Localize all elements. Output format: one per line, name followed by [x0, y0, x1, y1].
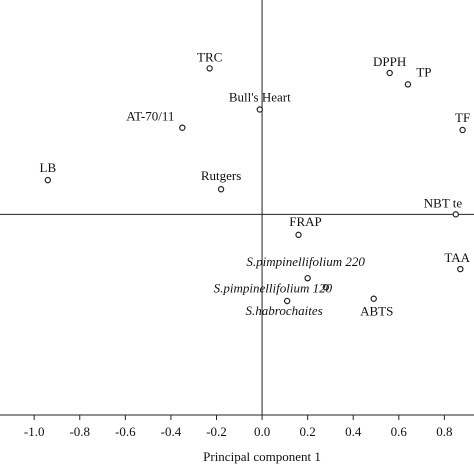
point	[370, 295, 377, 302]
x-tick-label: -0.8	[69, 424, 90, 439]
x-tick-label: 0.2	[300, 424, 316, 439]
point-label: TP	[416, 64, 431, 79]
x-tick-label: 0.6	[391, 424, 408, 439]
point-label: ABTS	[360, 304, 393, 319]
point	[452, 211, 459, 218]
point	[179, 124, 186, 131]
point-label: DPPH	[373, 54, 406, 69]
point-label: FRAP	[289, 214, 322, 229]
x-tick-label: 0.4	[345, 424, 362, 439]
point	[459, 126, 466, 134]
x-tick-label: -0.4	[161, 424, 182, 439]
point-label: AT-70/11	[126, 109, 174, 124]
point-label: TAA	[444, 250, 470, 265]
point-label: Bull's Heart	[229, 89, 291, 104]
point	[283, 297, 291, 305]
point-label: LB	[40, 160, 57, 175]
point-label: S.pimpinellifolium 120	[214, 280, 333, 295]
x-axis-label: Principal component 1	[203, 449, 321, 464]
point	[295, 231, 302, 239]
x-tick-label: 0.0	[254, 424, 270, 439]
x-tick-label: -1.0	[24, 424, 45, 439]
point	[457, 265, 464, 273]
point-label: NBT te	[424, 195, 463, 210]
x-tick-label: 0.8	[436, 424, 452, 439]
point-label: TF	[455, 110, 470, 125]
point	[206, 65, 213, 72]
point	[256, 106, 263, 113]
point-label: Rutgers	[201, 168, 241, 183]
point-label: S.pimpinellifolium 220	[246, 254, 365, 269]
point-label: TRC	[197, 49, 222, 64]
x-tick-label: -0.2	[206, 424, 227, 439]
point	[304, 274, 311, 282]
point	[44, 176, 52, 184]
point-label: S.habrochaites	[246, 303, 323, 318]
point	[404, 81, 412, 88]
point	[217, 186, 225, 193]
point	[322, 284, 330, 291]
point	[386, 69, 393, 77]
x-tick-label: -0.6	[115, 424, 136, 439]
